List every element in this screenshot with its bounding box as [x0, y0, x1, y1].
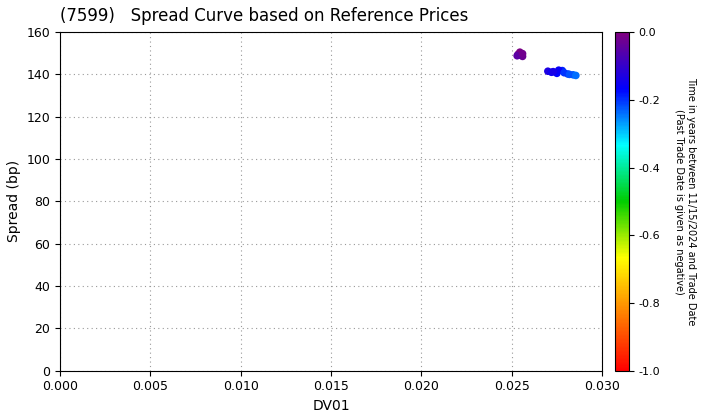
Point: [557, 67, 568, 74]
Point: [558, 69, 570, 76]
Point: [546, 69, 557, 76]
Point: [514, 49, 526, 55]
Point: [551, 70, 562, 77]
Y-axis label: Spread (bp): Spread (bp): [7, 160, 21, 242]
Point: [564, 71, 575, 78]
Point: [562, 71, 574, 77]
Point: [542, 68, 554, 75]
Point: [513, 51, 524, 58]
Point: [517, 50, 528, 57]
Point: [570, 72, 582, 79]
Text: (7599)   Spread Curve based on Reference Prices: (7599) Spread Curve based on Reference P…: [60, 7, 469, 25]
Point: [553, 67, 564, 74]
Point: [517, 53, 528, 60]
X-axis label: DV01: DV01: [312, 399, 350, 413]
Point: [511, 52, 523, 59]
Point: [515, 52, 526, 59]
Point: [567, 71, 579, 78]
Point: [547, 68, 559, 75]
Y-axis label: Time in years between 11/15/2024 and Trade Date
(Past Trade Date is given as neg: Time in years between 11/15/2024 and Tra…: [674, 77, 696, 326]
